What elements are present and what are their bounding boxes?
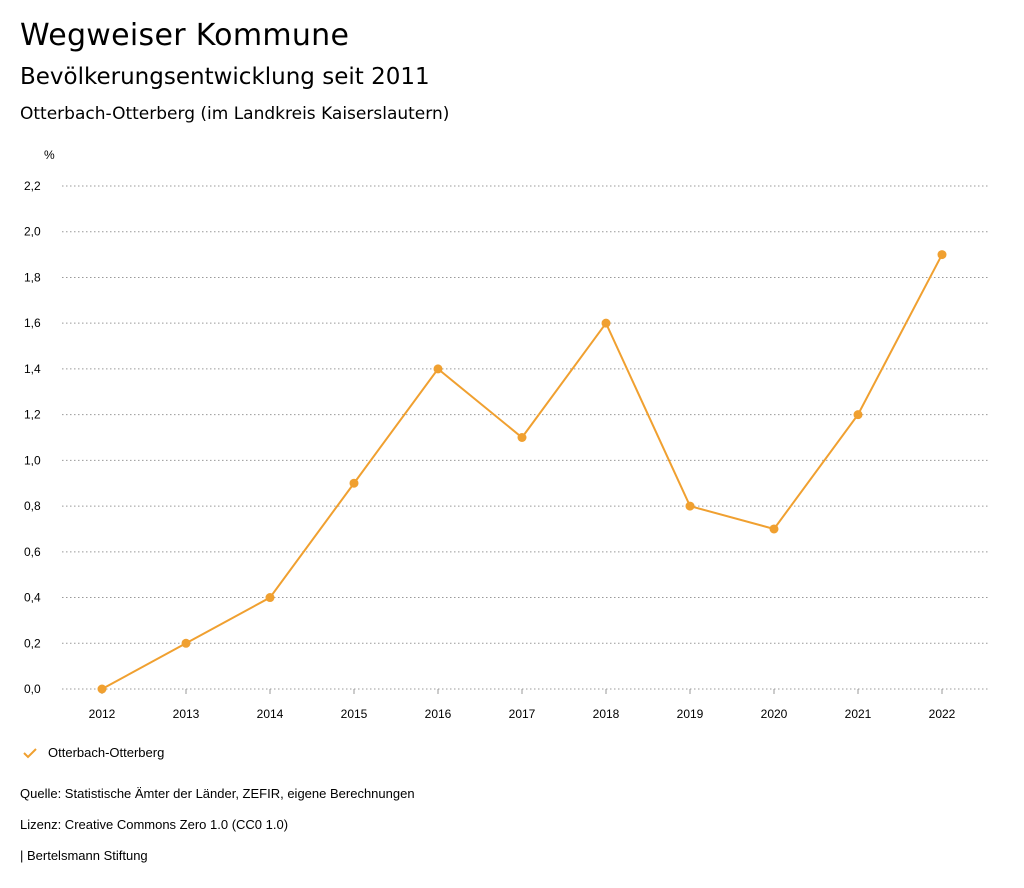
page-title: Wegweiser Kommune [20,18,350,53]
y-tick-label: 0,2 [24,636,41,650]
line-chart: % 0,0 0,2 0,4 0,6 0,8 1,0 1,2 1,4 1,6 1,8 2,0 2,2 2… [24,148,990,721]
x-tick-label: 2017 [509,707,536,721]
x-tick-label: 2013 [173,707,200,721]
y-axis-unit-label: % [44,148,55,162]
y-tick-label: 1,0 [24,453,41,467]
x-tick-label: 2015 [341,707,368,721]
x-tick-label: 2018 [593,707,620,721]
series-line [101,254,943,690]
x-tick-label: 2012 [89,707,116,721]
data-point[interactable] [685,501,695,511]
x-tick-label: 2022 [929,707,956,721]
y-tick-label: 1,8 [24,270,41,284]
y-tick-label: 0,0 [24,682,41,696]
data-point[interactable] [349,478,359,488]
license-note: Lizenz: Creative Commons Zero 1.0 (CC0 1… [20,817,289,832]
data-point[interactable] [601,318,611,328]
region-label: Otterbach-Otterberg (im Landkreis Kaiser… [20,104,450,124]
publisher-note: | Bertelsmann Stiftung [20,848,148,863]
x-axis: 2012 2013 2014 2015 2016 2017 2018 2019 2020 2021… [89,689,956,721]
y-tick-label: 0,6 [24,545,41,559]
x-tick-label: 2014 [257,707,284,721]
legend-label: Otterbach-Otterberg [48,745,165,760]
data-point[interactable] [97,684,107,694]
data-point[interactable] [265,593,275,603]
grid-lines [62,185,990,690]
y-tick-label: 2,0 [24,225,41,239]
y-tick-label: 1,2 [24,408,41,422]
source-note: Quelle: Statistische Ämter der Länder, Z… [20,786,415,801]
y-tick-label: 1,6 [24,316,41,330]
y-tick-label: 1,4 [24,362,41,376]
x-tick-label: 2020 [761,707,788,721]
data-point[interactable] [853,410,863,420]
x-tick-label: 2021 [845,707,872,721]
series-layer [97,250,947,694]
y-axis: 0,0 0,2 0,4 0,6 0,8 1,0 1,2 1,4 1,6 1,8 2,0 2,2 [24,179,41,696]
data-point[interactable] [937,250,947,260]
data-point[interactable] [433,364,443,374]
y-tick-label: 0,4 [24,591,41,605]
x-tick-label: 2019 [677,707,704,721]
y-tick-label: 2,2 [24,179,41,193]
data-point[interactable] [517,433,527,442]
data-point[interactable] [769,524,779,534]
y-tick-label: 0,8 [24,499,41,513]
checkmark-icon [23,747,37,758]
legend[interactable]: Otterbach-Otterberg [22,745,164,760]
data-point[interactable] [181,638,191,648]
x-tick-label: 2016 [425,707,452,721]
chart-subtitle: Bevölkerungsentwicklung seit 2011 [20,64,430,90]
